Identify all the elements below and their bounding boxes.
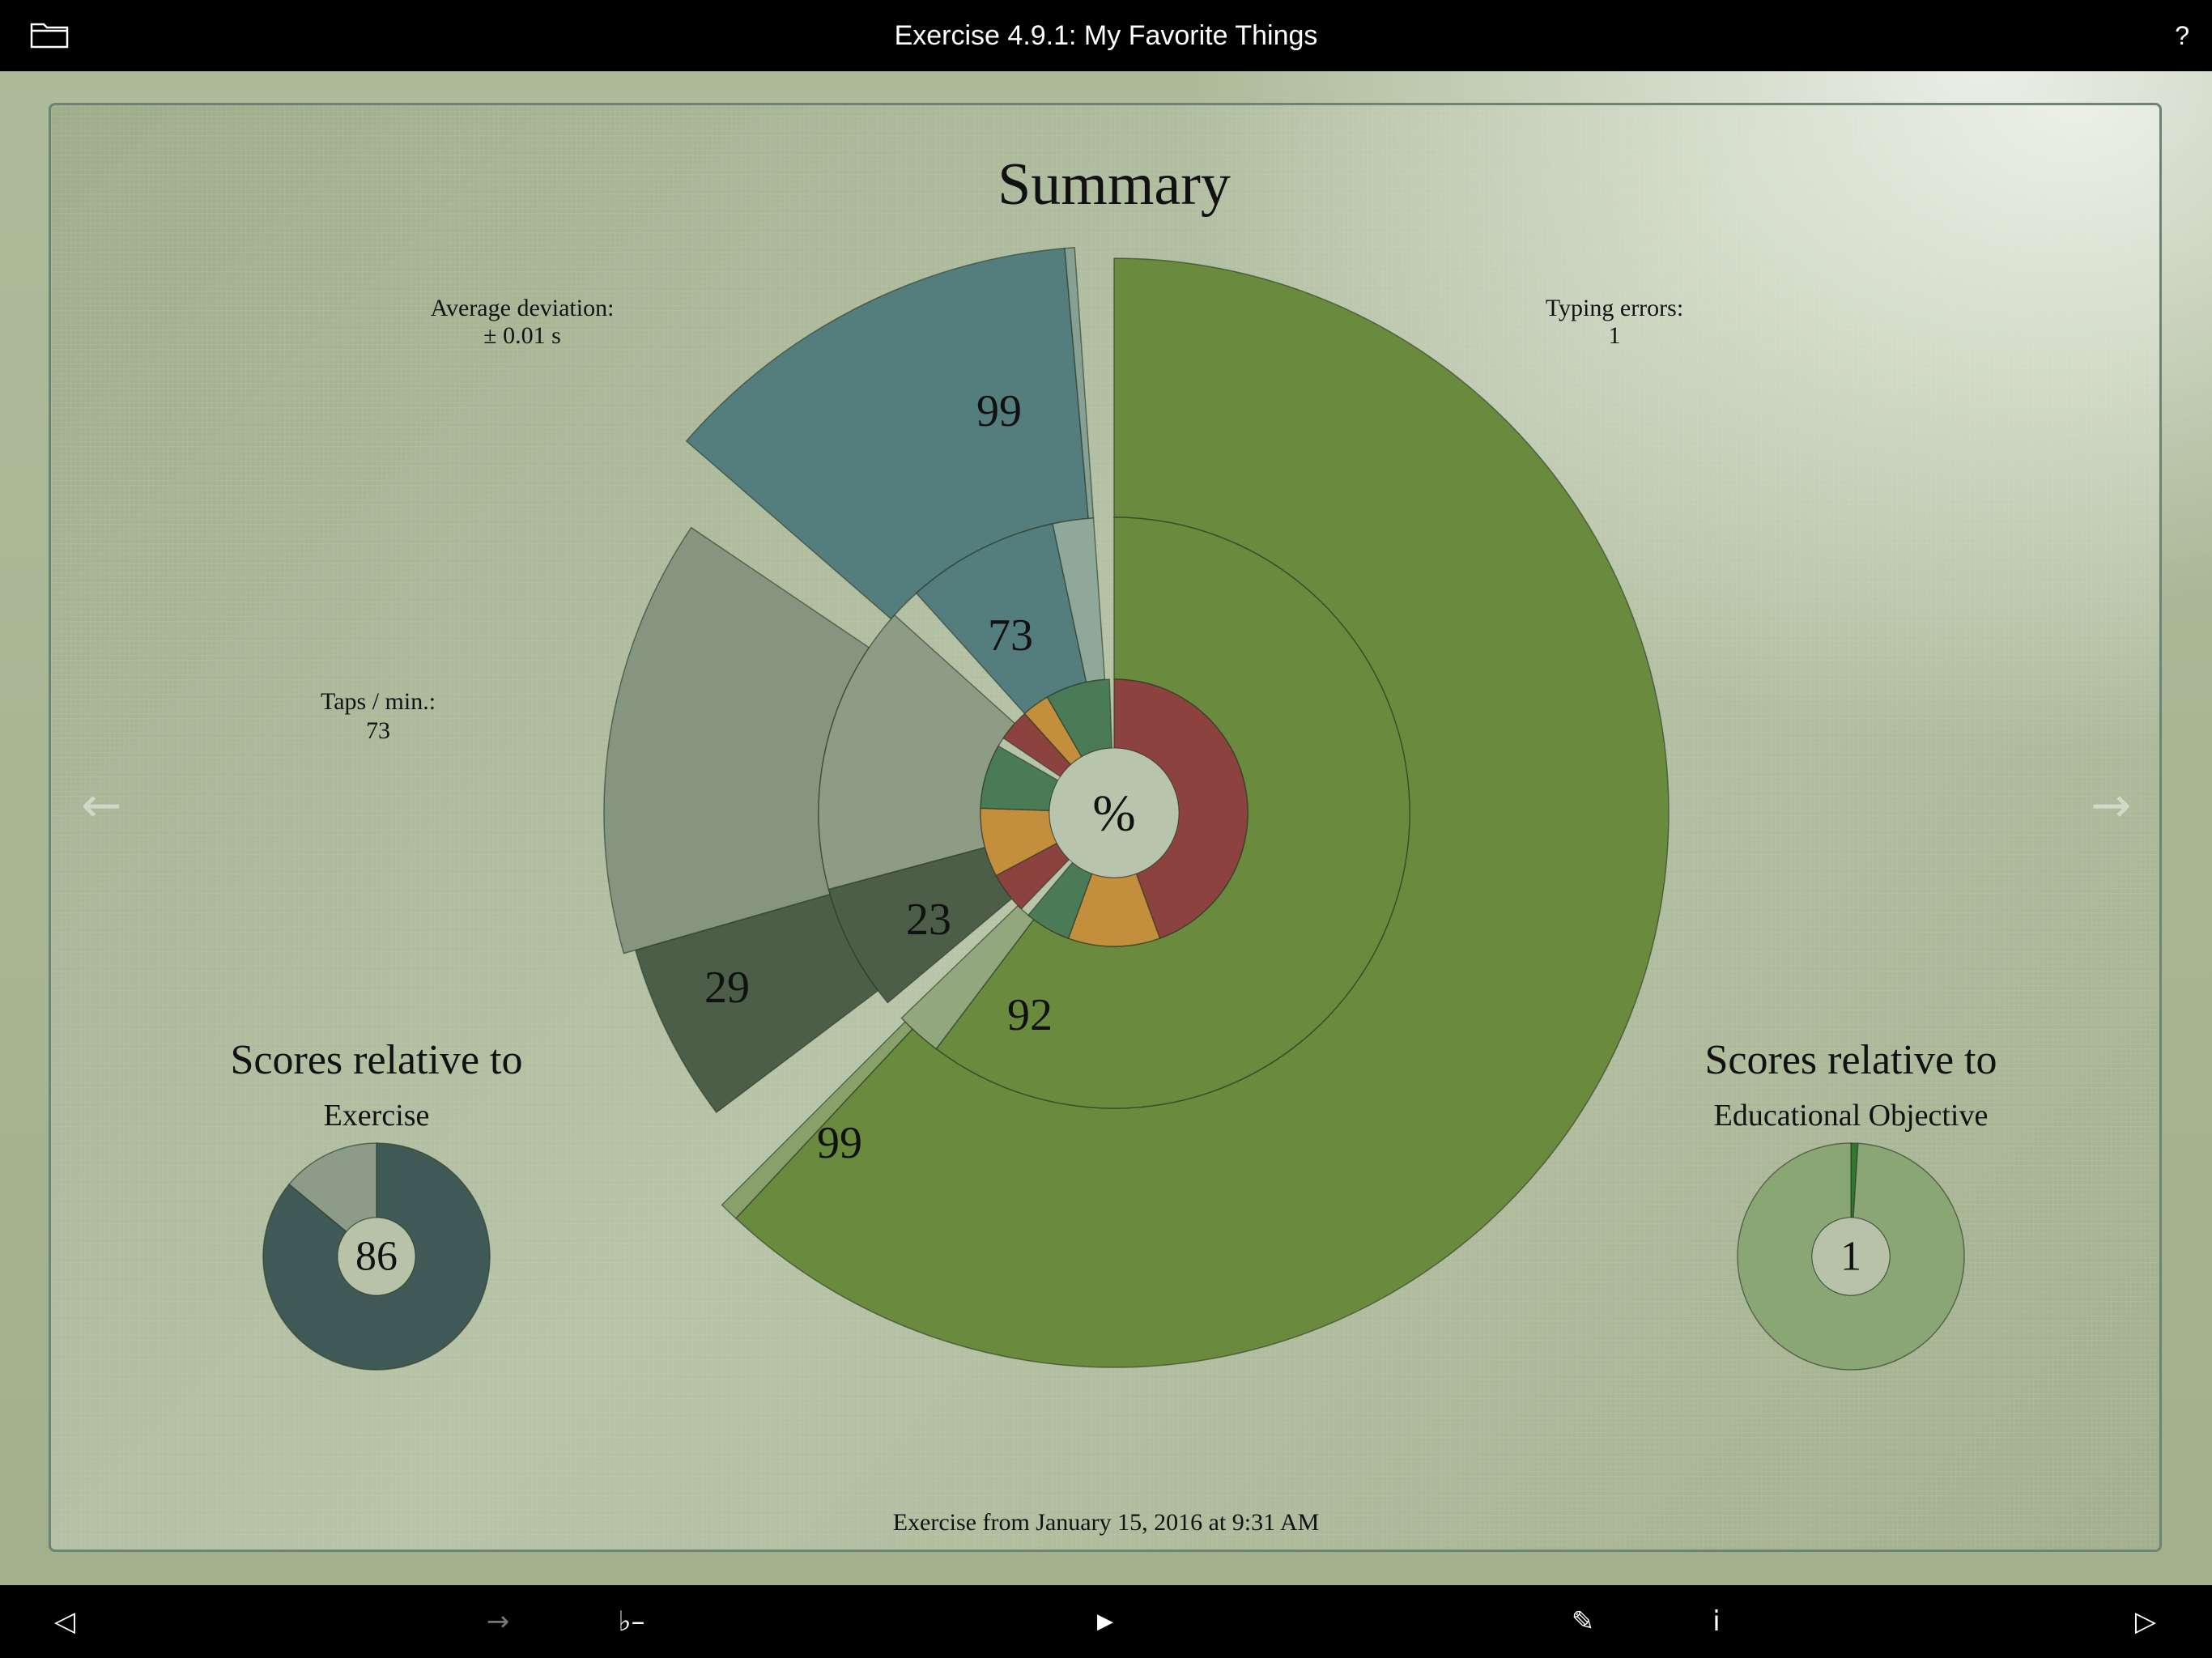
- donut-hole: [1811, 1217, 1891, 1296]
- bottom-toolbar: ◁ → ♭– ▶ ✎ i ▷: [0, 1585, 2212, 1658]
- donut-hole: [337, 1217, 416, 1296]
- average-deviation-label: Average deviation:: [431, 295, 615, 321]
- outer-segment-label: 99: [976, 386, 1022, 436]
- exercise-score-title: Scores relative to: [231, 1037, 523, 1083]
- next-page-arrow-icon[interactable]: →: [2091, 777, 2132, 834]
- objective-score-title: Scores relative to: [1705, 1037, 1997, 1083]
- window-title: Exercise 4.9.1: My Favorite Things: [894, 20, 1318, 51]
- taps-per-min-value: 73: [366, 717, 390, 744]
- exercise-score-donut: 86: [262, 1142, 491, 1371]
- objective-score-subtitle: Educational Objective: [1714, 1099, 1989, 1133]
- prev-page-arrow-icon[interactable]: ←: [81, 777, 122, 834]
- average-deviation-value: ± 0.01 s: [483, 322, 561, 349]
- back-triangle-icon[interactable]: ◁: [53, 1605, 76, 1638]
- donut-center-value: 86: [355, 1234, 398, 1280]
- center-hub: [1049, 747, 1180, 878]
- folder-icon[interactable]: [29, 18, 70, 50]
- pencil-icon[interactable]: ✎: [1571, 1605, 1595, 1638]
- middle-segment-label: 92: [1007, 990, 1053, 1040]
- top-bar: Exercise 4.9.1: My Favorite Things ?: [0, 0, 2212, 71]
- center-percent-label: %: [1092, 784, 1135, 842]
- objective-score-donut: 1: [1737, 1142, 1965, 1371]
- middle-segment-label: 73: [988, 610, 1033, 661]
- flat-accidental-button[interactable]: ♭–: [618, 1605, 645, 1638]
- summary-title: Summary: [998, 151, 1231, 218]
- exercise-score-subtitle: Exercise: [324, 1099, 430, 1133]
- play-button[interactable]: ▶: [1097, 1609, 1113, 1634]
- forward-triangle-icon[interactable]: ▷: [2134, 1605, 2157, 1638]
- help-button[interactable]: ?: [2175, 21, 2189, 50]
- donut-center-value: 1: [1840, 1234, 1861, 1280]
- typing-errors-label: Typing errors:: [1546, 295, 1683, 321]
- exercise-date-footer: Exercise from January 15, 2016 at 9:31 A…: [893, 1509, 1320, 1536]
- middle-segment-label: 23: [906, 895, 951, 945]
- typing-errors-value: 1: [1609, 322, 1621, 349]
- sunburst-chart: 99 29 99 92 23 73%: [603, 246, 1670, 1368]
- info-button[interactable]: i: [1712, 1605, 1721, 1638]
- taps-per-min-label: Taps / min.:: [321, 688, 436, 715]
- outer-segment-label: 29: [704, 963, 750, 1013]
- next-arrow-icon[interactable]: →: [486, 1605, 510, 1638]
- outer-segment-label: 99: [817, 1118, 862, 1168]
